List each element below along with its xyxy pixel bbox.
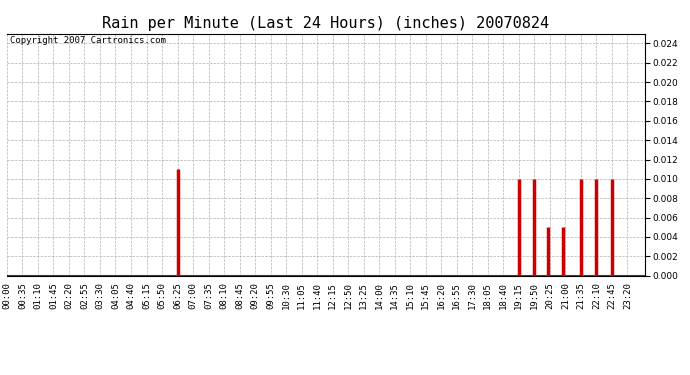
Text: Copyright 2007 Cartronics.com: Copyright 2007 Cartronics.com xyxy=(10,36,166,45)
Title: Rain per Minute (Last 24 Hours) (inches) 20070824: Rain per Minute (Last 24 Hours) (inches)… xyxy=(102,16,550,31)
